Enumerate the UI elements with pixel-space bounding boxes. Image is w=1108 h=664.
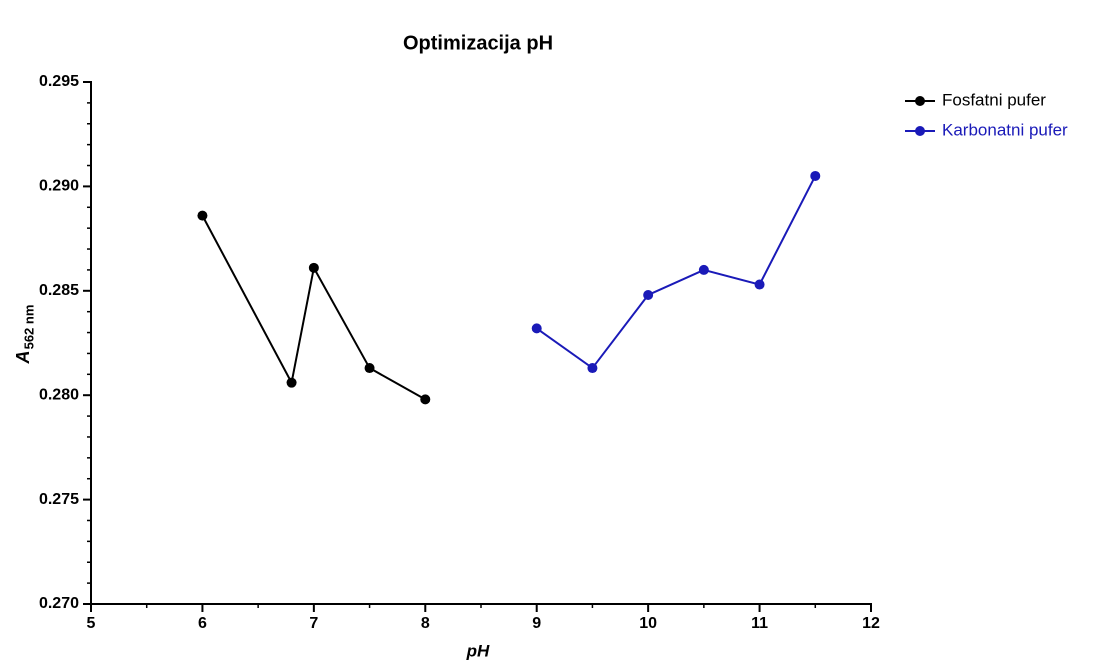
x-axis-label: pH	[466, 641, 490, 660]
legend: Fosfatni pufer Karbonatni pufer	[905, 90, 1068, 139]
chart-title: Optimizacija pH	[403, 32, 553, 54]
data-point	[364, 363, 375, 374]
y-axis-label: A 562 nm	[13, 305, 37, 365]
legend-marker	[915, 126, 925, 136]
series-line	[536, 175, 817, 370]
x-tick-label: 11	[751, 615, 768, 632]
data-point	[197, 210, 208, 221]
legend-label: Fosfatni pufer	[942, 90, 1046, 109]
data-point	[643, 289, 654, 300]
y-tick-label: 0.280	[39, 386, 79, 403]
x-tick-label: 12	[862, 615, 880, 632]
data-point	[754, 279, 765, 290]
y-axis-label-subscript: 562 nm	[21, 305, 36, 350]
series-line	[201, 215, 426, 401]
data-point	[698, 264, 709, 275]
x-tick-label: 5	[87, 615, 96, 632]
x-tick-label: 6	[198, 615, 207, 632]
y-tick-label: 0.275	[39, 491, 79, 508]
x-tick-label: 8	[421, 615, 430, 632]
y-tick-label: 0.290	[39, 178, 79, 195]
y-axis-label-main: A	[13, 351, 33, 365]
y-tick-label: 0.270	[39, 595, 79, 612]
data-point	[810, 170, 821, 181]
data-point	[587, 363, 598, 374]
data-point	[420, 394, 431, 405]
legend-label: Karbonatni pufer	[942, 120, 1068, 139]
y-tick-label: 0.285	[39, 282, 79, 299]
x-tick-label: 10	[639, 615, 657, 632]
y-tick-label: 0.295	[39, 73, 79, 90]
legend-marker	[915, 96, 925, 106]
data-point	[286, 377, 297, 388]
data-point	[308, 262, 319, 273]
x-tick-label: 9	[532, 615, 541, 632]
x-tick-label: 7	[309, 615, 318, 632]
data-point	[531, 323, 542, 334]
